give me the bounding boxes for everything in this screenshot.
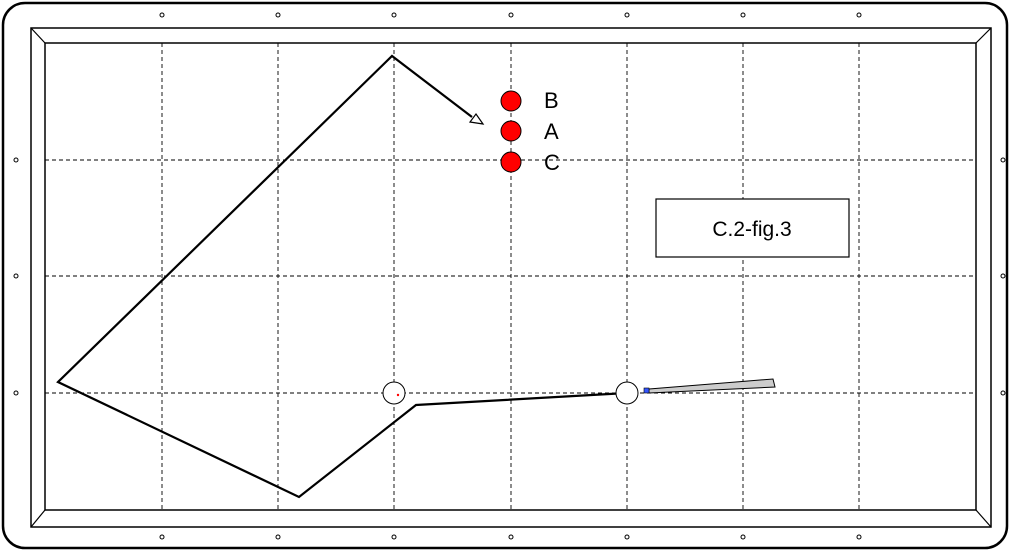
figure-caption-box (655, 198, 850, 258)
rail-corner-lines (30, 27, 992, 528)
figure-caption: C.2-fig.3 (712, 218, 791, 241)
ball-b (500, 90, 522, 112)
grid-lines (45, 43, 976, 510)
ball-c-label: C (544, 150, 560, 175)
path-arrowhead (468, 112, 485, 125)
playing-surface-rect (44, 42, 977, 511)
ball-a (500, 120, 522, 142)
ball-c (500, 151, 522, 173)
red-dot-marker (396, 393, 400, 397)
cue-ball (615, 381, 639, 405)
rail-outer-rect (30, 27, 992, 528)
ball-a-label: A (544, 119, 559, 144)
ball-b-label: B (544, 88, 559, 113)
ghost-ball-left (382, 381, 406, 405)
cue-tip (643, 387, 650, 394)
rail-diamonds (13, 12, 1006, 540)
cue-ball-path (56, 54, 628, 499)
